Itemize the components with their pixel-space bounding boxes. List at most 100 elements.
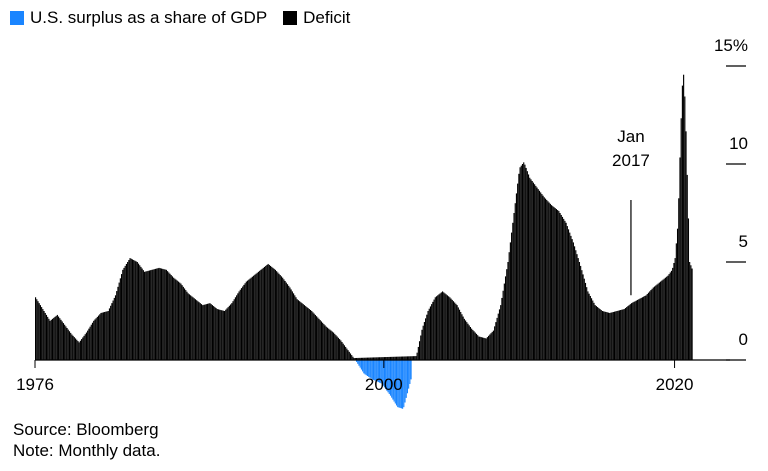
deficit-bar <box>286 284 289 360</box>
deficit-bar <box>647 292 650 360</box>
deficit-bar <box>358 357 360 360</box>
deficit-bar <box>463 318 465 360</box>
deficit-bar <box>634 301 636 360</box>
deficit-bar <box>690 265 692 360</box>
deficit-bar <box>604 311 606 360</box>
deficit-bar <box>263 266 266 360</box>
deficit-bar <box>122 269 124 360</box>
deficit-bar <box>102 312 104 360</box>
deficit-bar <box>565 222 567 360</box>
deficit-bar <box>517 183 519 360</box>
deficit-bar <box>686 174 688 360</box>
legend-item-deficit: Deficit <box>283 8 350 28</box>
surplus-bar <box>397 360 399 408</box>
deficit-bar <box>420 335 422 360</box>
deficit-bar <box>417 346 419 360</box>
surplus-bar <box>385 360 387 390</box>
deficit-bar <box>670 270 673 360</box>
deficit-bar <box>629 304 631 360</box>
surplus-bar <box>381 360 383 385</box>
deficit-bar <box>177 281 180 360</box>
deficit-bar <box>110 305 112 360</box>
deficit-bar <box>657 283 659 360</box>
deficit-bar <box>433 299 435 360</box>
deficit-bar <box>549 203 551 360</box>
deficit-bar <box>89 326 91 360</box>
deficit-bar <box>609 312 611 360</box>
deficit-bar <box>458 309 461 360</box>
deficit-bar <box>681 85 683 360</box>
deficit-bar <box>375 357 377 360</box>
deficit-bar <box>455 303 457 360</box>
surplus-bar <box>400 360 402 409</box>
deficit-bar <box>576 254 578 360</box>
deficit-bar <box>364 357 366 360</box>
deficit-bar <box>142 270 144 360</box>
deficit-bar <box>506 269 508 360</box>
deficit-bar <box>664 277 667 360</box>
deficit-bar <box>78 342 80 360</box>
deficit-bar <box>687 218 690 360</box>
x-tick-label: 2000 <box>365 375 403 394</box>
surplus-bar <box>398 360 400 408</box>
deficit-bar <box>492 330 495 360</box>
deficit-bar <box>542 195 544 360</box>
deficit-bar <box>548 202 550 360</box>
deficit-bar <box>661 280 663 360</box>
deficit-bar <box>203 304 205 360</box>
deficit-bar <box>35 297 37 360</box>
deficit-bar <box>325 326 327 360</box>
deficit-bar <box>652 287 654 360</box>
deficit-bar <box>152 269 154 360</box>
deficit-bar <box>265 265 267 360</box>
deficit-bar <box>429 306 432 360</box>
deficit-bar <box>400 356 402 360</box>
deficit-bar <box>77 341 79 360</box>
deficit-bar <box>59 318 61 360</box>
deficit-bar <box>316 316 318 360</box>
deficit-bar <box>82 337 84 360</box>
deficit-bar <box>537 189 539 360</box>
deficit-bar <box>483 337 485 360</box>
deficit-bar <box>431 304 433 360</box>
surplus-bar <box>408 360 410 389</box>
deficit-bar <box>308 309 310 360</box>
deficit-bar <box>410 356 412 360</box>
surplus-bar <box>410 360 412 380</box>
deficit-bar <box>324 325 326 360</box>
deficit-bar <box>593 302 595 360</box>
surplus-bar <box>404 360 406 403</box>
deficit-bar <box>451 299 453 360</box>
surplus-bar <box>372 360 375 380</box>
deficit-bar <box>204 304 206 360</box>
deficit-bar <box>386 357 388 360</box>
surplus-bar <box>368 360 370 377</box>
deficit-bar <box>186 291 188 360</box>
surplus-bar <box>388 360 390 394</box>
deficit-bar <box>582 274 584 360</box>
deficit-bar <box>223 311 226 360</box>
deficit-bar <box>544 198 547 360</box>
deficit-bar <box>260 269 262 360</box>
deficit-bar <box>603 311 605 360</box>
deficit-bar <box>44 312 46 360</box>
deficit-bar <box>245 281 247 360</box>
deficit-bar <box>617 310 619 360</box>
deficit-bar <box>157 268 159 360</box>
deficit-bar <box>495 322 497 360</box>
deficit-bar <box>343 345 346 360</box>
surplus-bar <box>366 360 369 377</box>
deficit-bar <box>38 303 40 360</box>
deficit-bar <box>70 332 72 360</box>
deficit-bar <box>392 356 394 360</box>
deficit-bar <box>95 318 97 360</box>
deficit-bar <box>162 268 164 360</box>
deficit-bar <box>531 180 533 360</box>
deficit-bar <box>559 213 561 360</box>
deficit-bar <box>595 306 597 360</box>
deficit-bar <box>255 273 257 360</box>
deficit-bar <box>170 275 172 360</box>
deficit-bar <box>119 278 121 360</box>
deficit-bar <box>439 293 441 360</box>
deficit-bar <box>289 287 291 360</box>
